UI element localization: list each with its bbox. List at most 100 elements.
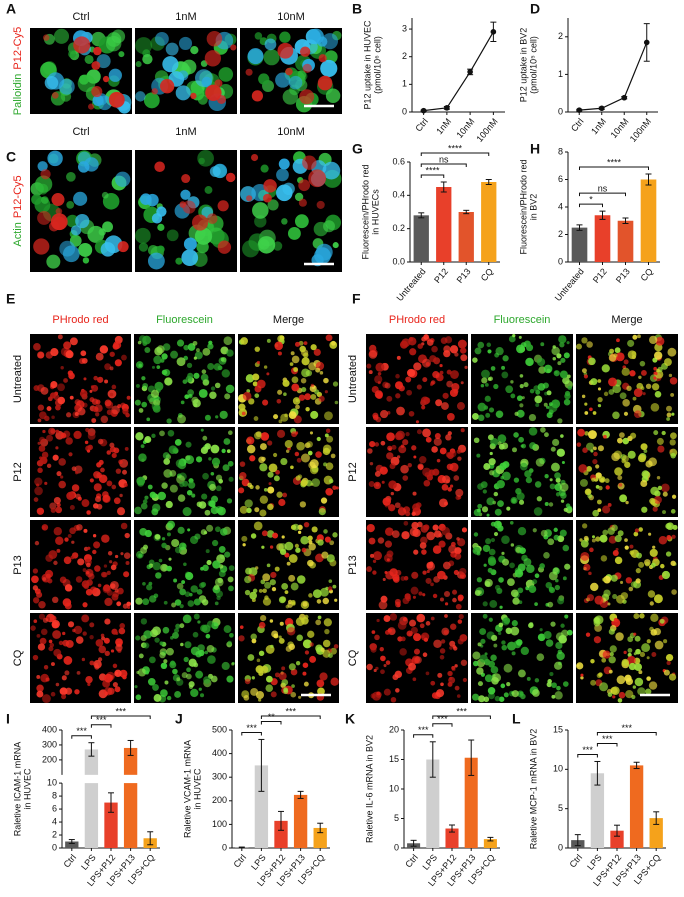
cell-signal [624, 461, 631, 468]
cell-signal [557, 649, 563, 655]
cell-signal [472, 412, 479, 420]
cell-signal [278, 637, 285, 644]
cell-signal [509, 520, 514, 525]
cell-signal [45, 677, 50, 682]
cell-signal [203, 531, 208, 535]
cell-signal [267, 440, 273, 446]
cell-signal [102, 221, 113, 233]
cell-signal [162, 626, 170, 634]
cell-signal [245, 374, 255, 383]
y-axis-label: P12 uptake in HUVEC [362, 20, 372, 110]
significance-bracket [579, 203, 603, 208]
cell-signal [160, 689, 168, 697]
cell-signal [563, 507, 568, 512]
cell-signal [553, 370, 560, 377]
cell-signal [176, 677, 181, 682]
cell-signal [288, 574, 296, 582]
cell-signal [623, 650, 627, 655]
cell-signal [304, 650, 310, 655]
cell-signal [204, 443, 211, 450]
stain-label: ActinP12-Cy5 [12, 175, 24, 246]
cell-signal [281, 678, 289, 686]
cell-signal [632, 685, 637, 689]
data-line [423, 31, 494, 112]
cell-signal [186, 362, 193, 369]
cell-signal [398, 506, 404, 511]
cell-signal [400, 636, 406, 642]
cell-signal [330, 677, 339, 686]
y-tick-label: 0 [558, 256, 563, 266]
cell-signal [37, 404, 45, 411]
cell-signal [580, 676, 584, 680]
cell-signal [112, 663, 118, 669]
cell-signal [420, 536, 428, 545]
cell-signal [633, 613, 640, 620]
cell-signal [151, 88, 158, 95]
cell-signal [177, 494, 186, 502]
column-header: Fluorescein [156, 314, 213, 326]
row-label: CQ [347, 649, 359, 666]
cell-signal [193, 372, 200, 379]
cell-signal [543, 552, 550, 559]
cell-signal [666, 660, 671, 666]
cell-signal [595, 536, 601, 542]
y-tick-label: 5 [558, 803, 563, 813]
cell-signal [516, 395, 523, 402]
cell-signal [35, 175, 53, 193]
cell-signal [324, 411, 333, 421]
cell-signal [252, 381, 258, 387]
cell-signal [576, 442, 582, 447]
cell-signal [477, 414, 485, 422]
cell-signal [300, 479, 308, 487]
cell-signal [459, 634, 468, 642]
cell-signal [510, 626, 520, 636]
cell-signal [152, 562, 161, 571]
cell-signal [288, 643, 295, 650]
cell-signal [314, 389, 320, 395]
cell-signal [181, 580, 186, 585]
cell-signal [135, 432, 144, 441]
cell-signal [42, 617, 49, 623]
cell-signal [37, 441, 41, 445]
cell-signal [49, 502, 57, 510]
cell-signal [195, 348, 200, 353]
cell-signal [387, 628, 392, 633]
cell-signal [36, 675, 41, 679]
cell-signal [53, 28, 70, 44]
cell-signal [266, 372, 270, 376]
cell-signal [171, 538, 180, 548]
cell-signal [551, 462, 560, 472]
cell-signal [550, 621, 556, 627]
significance-bracket [413, 734, 434, 738]
cell-signal [669, 439, 676, 446]
cell-signal [499, 462, 507, 471]
cell-signal [141, 376, 146, 381]
cell-signal [439, 655, 445, 660]
cell-signal [209, 391, 217, 399]
cell-signal [369, 441, 376, 448]
significance-label: ns [439, 154, 449, 164]
cell-signal [645, 383, 652, 390]
cell-signal [454, 685, 460, 691]
cell-signal [423, 637, 429, 642]
micrograph [134, 427, 235, 517]
cell-signal [164, 680, 169, 685]
cell-signal [454, 552, 462, 560]
cell-signal [57, 334, 63, 340]
cell-signal [122, 469, 127, 475]
cell-signal [138, 553, 143, 558]
cell-signal [58, 640, 64, 646]
cell-signal [249, 455, 256, 462]
cell-signal [615, 352, 625, 362]
cell-signal [152, 404, 161, 413]
cell-signal [228, 585, 234, 592]
cell-signal [271, 586, 277, 592]
cell-signal [271, 630, 279, 638]
cell-signal [55, 404, 61, 411]
cell-signal [603, 391, 609, 397]
cell-signal [50, 381, 58, 389]
panel-label: C [6, 149, 16, 165]
cell-signal [510, 589, 519, 598]
cell-signal [373, 668, 377, 673]
cell-signal [281, 535, 285, 539]
